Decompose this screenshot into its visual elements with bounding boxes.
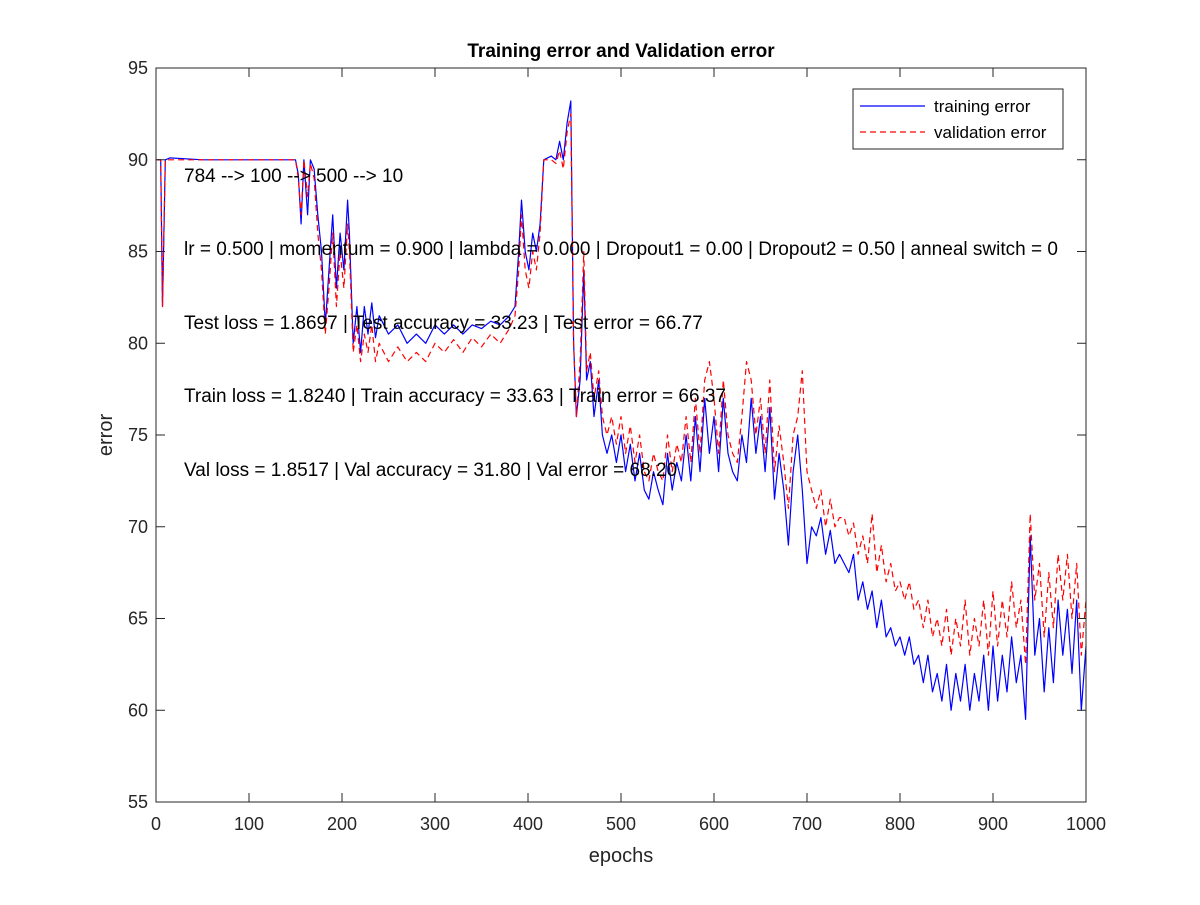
y-tick-label: 65 <box>128 609 148 629</box>
legend-box <box>852 88 1064 150</box>
annotation-layer: 784 --> 100 --> 500 --> 10 lr = 0.500 | m… <box>184 166 1058 481</box>
series-line-validation-error <box>156 113 1087 665</box>
chart-title: Training error and Validation error <box>467 41 775 62</box>
legend-label-training: training error <box>934 97 1031 116</box>
x-tick-label: 300 <box>420 814 450 834</box>
y-tick-label: 70 <box>128 517 148 537</box>
x-tick-label: 900 <box>978 814 1008 834</box>
x-tick-label: 500 <box>606 814 636 834</box>
legend: training error validation error <box>852 88 1064 150</box>
legend-label-validation: validation error <box>934 123 1047 142</box>
annotation-line-5: Val loss = 1.8517 | Val accuracy = 31.80… <box>184 460 677 481</box>
y-tick-label: 90 <box>128 150 148 170</box>
x-tick-label: 400 <box>513 814 543 834</box>
x-tick-label: 1000 <box>1066 814 1106 834</box>
annotation-line-1: 784 --> 100 --> 500 --> 10 <box>184 166 403 187</box>
x-tick-label: 100 <box>234 814 264 834</box>
x-tick-label: 700 <box>792 814 822 834</box>
x-tick-label: 0 <box>151 814 161 834</box>
y-tick-label: 85 <box>128 242 148 262</box>
y-tick-label: 95 <box>128 58 148 78</box>
series-layer <box>156 100 1087 720</box>
y-tick-label: 75 <box>128 425 148 445</box>
annotation-line-4: Train loss = 1.8240 | Train accuracy = 3… <box>184 386 726 407</box>
x-tick-label: 600 <box>699 814 729 834</box>
x-axis-label: epochs <box>589 845 654 867</box>
ticks-layer: 0 100 200 300 400 500 600 700 800 900 1000 55 60 65 70… <box>128 58 1106 834</box>
series-line-training-error <box>156 100 1087 720</box>
y-tick-label: 55 <box>128 792 148 812</box>
y-tick-label: 60 <box>128 700 148 720</box>
x-tick-label: 200 <box>327 814 357 834</box>
annotation-line-3: Test loss = 1.8697 | Test accuracy = 33.… <box>184 313 703 334</box>
y-tick-label: 80 <box>128 333 148 353</box>
y-axis-label: error <box>95 414 117 457</box>
annotation-line-2: lr = 0.500 | momentum = 0.900 | lambda =… <box>184 239 1058 260</box>
x-tick-label: 800 <box>885 814 915 834</box>
